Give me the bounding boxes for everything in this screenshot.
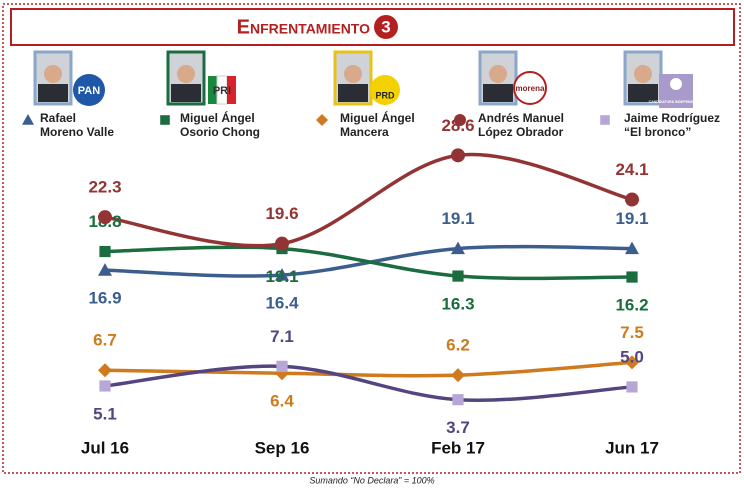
data-point <box>99 380 111 392</box>
photo-head <box>44 65 62 83</box>
data-label: 22.3 <box>88 178 121 197</box>
legend-label: Andrés Manuel López Obrador <box>478 111 565 139</box>
title-badge-circle <box>374 15 398 39</box>
data-point <box>275 236 289 251</box>
footnote: Sumando “No Declara” = 100% <box>309 475 434 485</box>
data-label: 16.3 <box>441 295 474 314</box>
series-line <box>104 152 633 248</box>
legend-label: Rafael Moreno Valle <box>40 111 115 139</box>
party-logo <box>208 76 217 104</box>
data-label: 6.4 <box>270 392 294 411</box>
data-point <box>452 270 464 282</box>
data-label: 7.1 <box>270 327 294 346</box>
data-label: 19.1 <box>441 209 474 228</box>
party-logo <box>73 74 105 106</box>
data-point <box>625 355 639 370</box>
series-line <box>104 364 633 402</box>
x-tick-label: Sep 16 <box>255 438 310 457</box>
legend-marker <box>316 114 328 126</box>
data-point <box>625 241 639 255</box>
photo-head <box>634 65 652 83</box>
photo-suit <box>171 84 201 102</box>
data-label: 3.7 <box>446 418 470 437</box>
data-point <box>275 268 289 281</box>
x-tick-label: Jun 17 <box>605 438 659 457</box>
data-point <box>276 360 288 372</box>
x-tick-label: Feb 17 <box>431 438 485 457</box>
data-point <box>451 368 465 383</box>
data-label: 5.1 <box>93 404 117 423</box>
data-label: 6.2 <box>446 336 470 355</box>
series-line <box>104 360 633 378</box>
data-point <box>626 381 638 393</box>
data-label: 16.4 <box>265 294 299 313</box>
party-logo-text: PRD <box>375 90 395 100</box>
chart-title: Enfrentamiento <box>237 16 370 38</box>
legend-marker <box>22 114 34 125</box>
photo-suit <box>38 84 68 102</box>
data-label: 19.1 <box>615 209 648 228</box>
data-point <box>451 241 465 255</box>
legend-marker <box>160 115 170 125</box>
data-label: 16.9 <box>88 289 121 308</box>
title-badge: 3 <box>381 17 390 36</box>
title-box <box>10 8 735 46</box>
data-label: 19.1 <box>265 267 298 286</box>
party-logo-text: morena <box>516 84 545 93</box>
data-label: 16.2 <box>615 296 648 315</box>
party-logo-text: PRI <box>213 85 231 97</box>
legend-label: Miguel Ángel Osorio Chong <box>180 111 260 139</box>
photo-head <box>344 65 362 83</box>
legend-marker <box>454 114 466 126</box>
data-label: 19.6 <box>265 204 298 223</box>
data-point <box>98 210 112 225</box>
x-tick-label: Jul 16 <box>81 438 129 457</box>
data-label: 6.7 <box>93 331 117 350</box>
legend-label: Jaime Rodríguez “El bronco” <box>624 111 721 139</box>
photo-suit <box>628 84 658 102</box>
legend-marker <box>600 115 610 125</box>
data-point <box>452 394 464 406</box>
photo-suit <box>483 84 513 102</box>
party-logo <box>227 76 236 104</box>
data-point <box>99 245 111 258</box>
photo-head <box>177 65 195 83</box>
photo-suit <box>338 84 368 102</box>
party-logo <box>513 71 547 105</box>
data-point <box>626 271 638 283</box>
data-point <box>625 192 639 207</box>
data-label: 7.5 <box>620 323 644 342</box>
data-point <box>98 263 112 276</box>
series-line <box>104 245 633 281</box>
data-point <box>98 363 112 378</box>
party-logo-text: CANDIDATURA INDEPENDIENTE <box>649 100 705 104</box>
data-label: 5.0 <box>620 347 644 366</box>
legend-label: Miguel Ángel Mancera <box>340 111 415 139</box>
frame <box>2 3 741 474</box>
party-logo <box>670 78 682 90</box>
data-label: 24.1 <box>615 160 648 179</box>
party-logo <box>370 75 400 105</box>
party-logo-text: PAN <box>78 85 100 97</box>
data-point <box>451 148 465 163</box>
photo-head <box>489 65 507 83</box>
